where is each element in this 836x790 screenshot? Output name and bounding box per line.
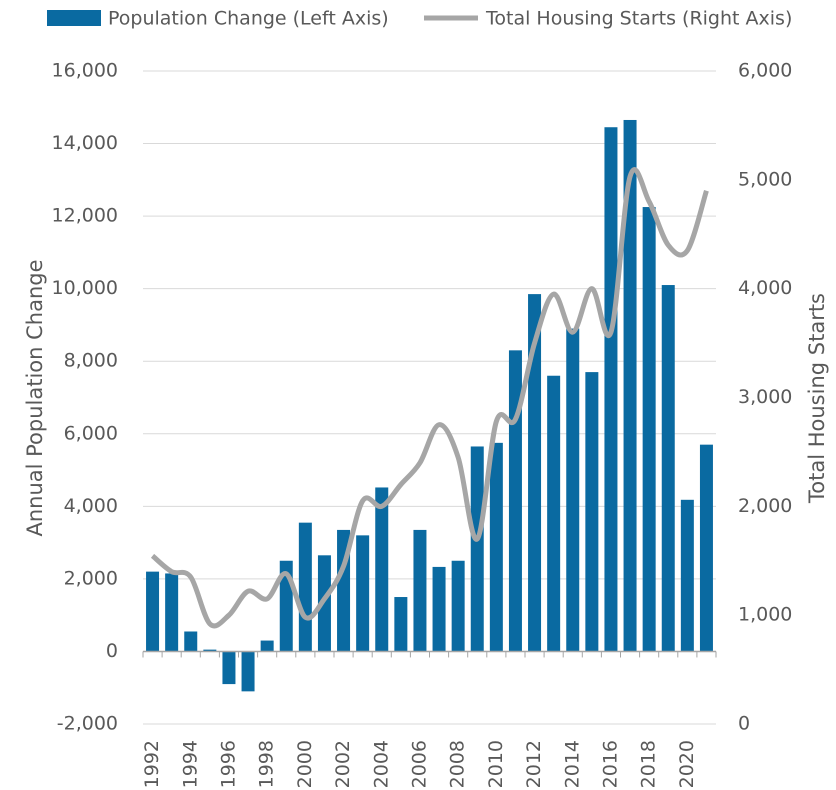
bar (528, 294, 542, 652)
y-tick-label: 6,000 (64, 422, 118, 444)
x-tick-label: 1992 (141, 740, 163, 788)
bar (298, 522, 312, 652)
legend-label: Population Change (Left Axis) (108, 8, 389, 30)
bar (413, 529, 427, 652)
x-tick-label: 2002 (332, 740, 354, 788)
bar (241, 651, 255, 692)
x-tick-label: 2006 (408, 740, 430, 788)
x-tick-label: 2020 (676, 740, 698, 788)
bar (260, 640, 274, 652)
bar (661, 285, 675, 652)
y-axis-title: Annual Population Change (23, 259, 47, 536)
x-tick-label: 2016 (599, 740, 621, 788)
bar (394, 597, 408, 652)
x-tick-label: 2014 (561, 740, 583, 788)
x-tick-label: 2000 (294, 740, 316, 788)
bar (317, 555, 331, 652)
x-tick-label: 2004 (370, 740, 392, 788)
y2-tick-label: 4,000 (738, 277, 792, 299)
x-tick-label: 2008 (447, 740, 469, 788)
x-tick-label: 2010 (485, 740, 507, 788)
x-tick-label: 2012 (523, 740, 545, 788)
x-tick-label: 1994 (179, 740, 201, 788)
bar (451, 560, 465, 652)
bar (699, 444, 713, 652)
y2-tick-label: 0 (738, 713, 750, 735)
y-tick-label: 4,000 (64, 495, 118, 517)
y2-tick-label: 3,000 (738, 386, 792, 408)
y2-tick-label: 5,000 (738, 168, 792, 190)
bar (489, 442, 503, 652)
bar (623, 119, 637, 652)
y-tick-label: 12,000 (52, 205, 118, 227)
bar (203, 649, 217, 652)
bar (222, 651, 236, 685)
x-tick-label: 1998 (256, 740, 278, 788)
bar (146, 571, 160, 652)
line (150, 167, 709, 629)
bar (432, 566, 446, 652)
bar (585, 372, 599, 652)
bar (566, 328, 580, 652)
y-tick-label: 16,000 (52, 60, 118, 82)
y-tick-label: 8,000 (64, 350, 118, 372)
bar (470, 446, 484, 652)
y-tick-label: 10,000 (52, 277, 118, 299)
y2-tick-label: 2,000 (738, 495, 792, 517)
bar (508, 350, 522, 652)
y2-axis-title: Total Housing Starts (805, 293, 829, 504)
bar (165, 573, 179, 652)
bar (547, 375, 561, 652)
bar (604, 127, 618, 652)
legend-label: Total Housing Starts (Right Axis) (485, 8, 792, 30)
bar (184, 631, 198, 652)
bar (375, 487, 389, 652)
y-tick-label: 0 (106, 640, 118, 662)
y2-tick-label: 6,000 (738, 60, 792, 82)
bar (680, 499, 694, 652)
x-tick-label: 2018 (638, 740, 660, 788)
legend-swatch (47, 10, 101, 26)
y-tick-label: 14,000 (52, 132, 118, 154)
y2-tick-label: 1,000 (738, 604, 792, 626)
y-tick-label: 2,000 (64, 567, 118, 589)
bar (356, 535, 370, 652)
x-tick-label: 1996 (217, 740, 239, 788)
y-tick-label: -2,000 (57, 713, 118, 735)
bar (642, 207, 656, 652)
